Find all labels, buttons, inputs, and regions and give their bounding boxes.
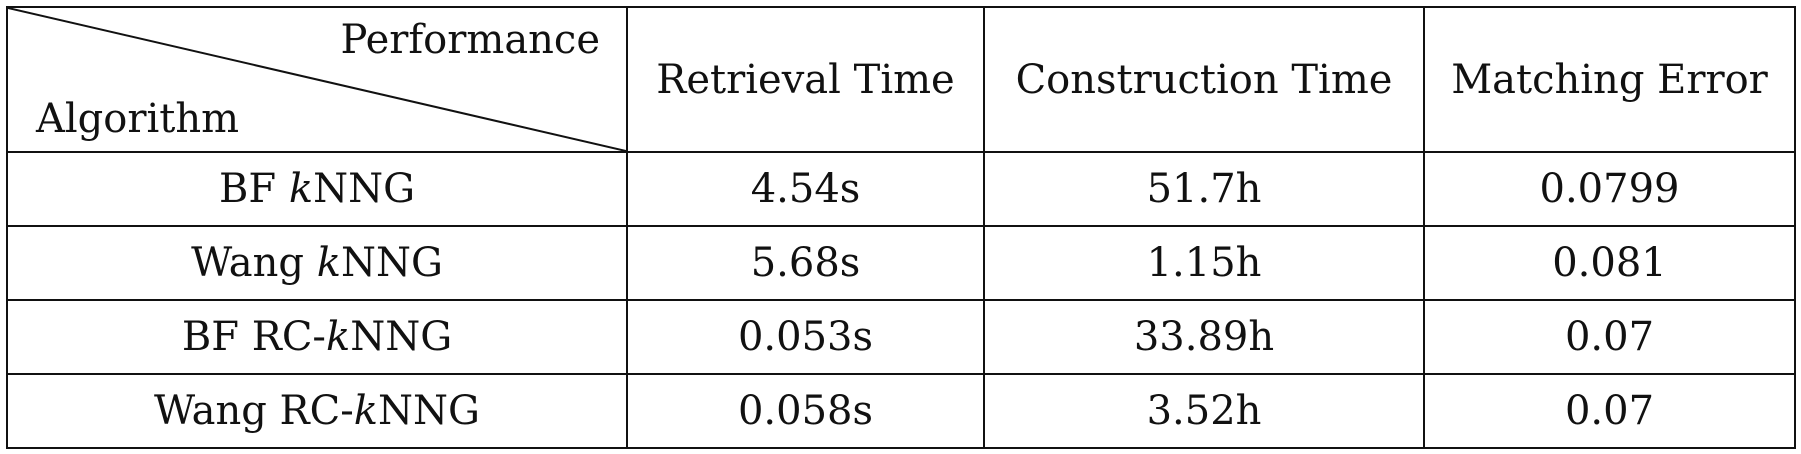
- algorithm-k: k: [325, 314, 351, 360]
- matching-error-cell: 0.081: [1423, 225, 1796, 301]
- algorithm-prefix: BF: [218, 166, 289, 212]
- corner-header-cell: Performance Algorithm: [6, 6, 628, 153]
- algorithm-suffix: NNG: [313, 166, 416, 212]
- algorithm-k: k: [316, 240, 341, 286]
- diagonal-divider: [8, 8, 626, 151]
- algorithm-cell: Wang RC-kNNG: [6, 373, 628, 449]
- column-header-matching-error: Matching Error: [1423, 6, 1796, 153]
- table-row: Wang RC-kNNG 0.058s 3.52h 0.07: [6, 373, 1796, 449]
- algorithm-prefix: Wang: [191, 240, 317, 286]
- algorithm-cell: BF RC-kNNG: [6, 299, 628, 375]
- column-header-construction-time: Construction Time: [983, 6, 1425, 153]
- results-table: Performance Algorithm Retrieval Time Con…: [6, 6, 1796, 449]
- header-row: Performance Algorithm Retrieval Time Con…: [6, 6, 1796, 153]
- construction-time-cell: 51.7h: [983, 151, 1425, 227]
- table-row: Wang kNNG 5.68s 1.15h 0.081: [6, 225, 1796, 301]
- construction-time-cell: 33.89h: [983, 299, 1425, 375]
- performance-label: Performance: [340, 17, 600, 63]
- column-header-retrieval-time: Retrieval Time: [626, 6, 985, 153]
- algorithm-k: k: [353, 388, 379, 434]
- retrieval-time-cell: 4.54s: [626, 151, 985, 227]
- algorithm-suffix: NNG: [378, 388, 480, 434]
- matching-error-cell: 0.0799: [1423, 151, 1796, 227]
- algorithm-prefix: BF RC-: [181, 314, 326, 360]
- retrieval-time-cell: 0.058s: [626, 373, 985, 449]
- algorithm-suffix: NNG: [340, 240, 443, 286]
- algorithm-k: k: [288, 166, 314, 212]
- construction-time-cell: 1.15h: [983, 225, 1425, 301]
- retrieval-time-cell: 5.68s: [626, 225, 985, 301]
- algorithm-cell: BF kNNG: [6, 151, 628, 227]
- matching-error-cell: 0.07: [1423, 299, 1796, 375]
- table-row: BF RC-kNNG 0.053s 33.89h 0.07: [6, 299, 1796, 375]
- construction-time-cell: 3.52h: [983, 373, 1425, 449]
- algorithm-label: Algorithm: [36, 96, 240, 142]
- algorithm-cell: Wang kNNG: [6, 225, 628, 301]
- retrieval-time-cell: 0.053s: [626, 299, 985, 375]
- algorithm-prefix: Wang RC-: [153, 388, 354, 434]
- matching-error-cell: 0.07: [1423, 373, 1796, 449]
- table-row: BF kNNG 4.54s 51.7h 0.0799: [6, 151, 1796, 227]
- algorithm-suffix: NNG: [350, 314, 453, 360]
